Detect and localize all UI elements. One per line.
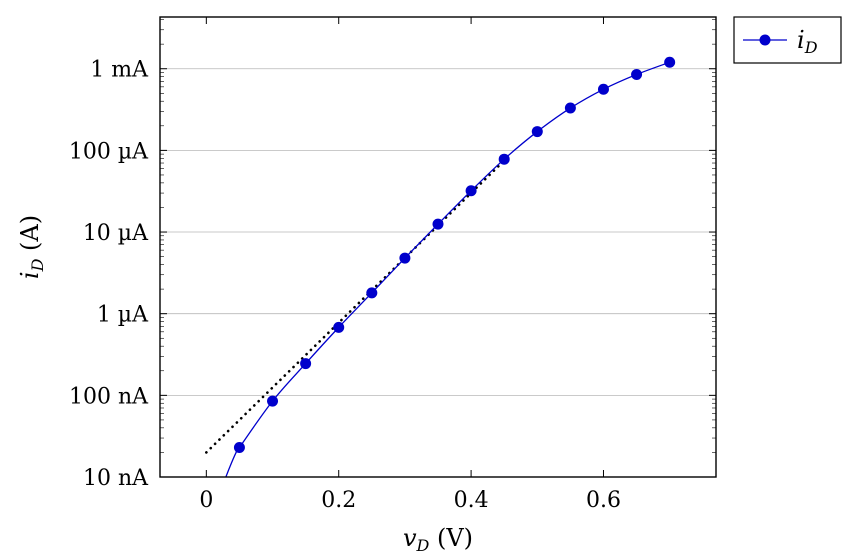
data-point — [333, 321, 345, 333]
data-point — [399, 252, 411, 264]
grid — [160, 68, 716, 478]
y-tick-labels: 10 nA 100 nA 1 µA 10 µA 100 µA 1 mA — [69, 58, 149, 491]
data-point — [531, 126, 543, 138]
y-tick-label: 10 nA — [83, 466, 149, 491]
y-tick-label: 100 nA — [69, 384, 149, 409]
legend: iD — [733, 16, 842, 64]
y-tick-label: 10 µA — [83, 221, 149, 246]
plot-content — [205, 56, 676, 477]
data-point — [597, 83, 609, 95]
data-point — [300, 358, 312, 370]
major-ticks — [160, 17, 716, 478]
data-point — [233, 441, 245, 453]
series-line-i-d — [225, 61, 670, 477]
legend-marker — [759, 34, 771, 46]
x-axis-label: vD (V) — [403, 524, 473, 555]
y-tick-label: 1 µA — [97, 303, 149, 328]
data-point — [664, 56, 676, 68]
y-tick-label: 1 mA — [90, 58, 149, 83]
data-point — [267, 395, 279, 407]
x-tick-label: 0.2 — [321, 488, 356, 513]
y-axis-label: iD (A) — [16, 215, 47, 279]
plot-frame — [159, 16, 717, 478]
data-point — [465, 185, 477, 197]
x-tick-label: 0 — [199, 488, 213, 513]
legend-label: iD — [797, 26, 818, 57]
data-point — [564, 102, 576, 114]
x-tick-label: 0.6 — [586, 488, 621, 513]
data-point — [366, 287, 378, 299]
data-point — [498, 153, 510, 165]
data-point — [631, 68, 643, 80]
x-tick-labels: 0 0.2 0.4 0.6 — [199, 488, 621, 513]
y-tick-label: 100 µA — [69, 139, 149, 164]
fit-line — [205, 159, 506, 454]
minor-ticks — [160, 19, 716, 453]
data-point — [432, 218, 444, 230]
x-tick-label: 0.4 — [454, 488, 489, 513]
